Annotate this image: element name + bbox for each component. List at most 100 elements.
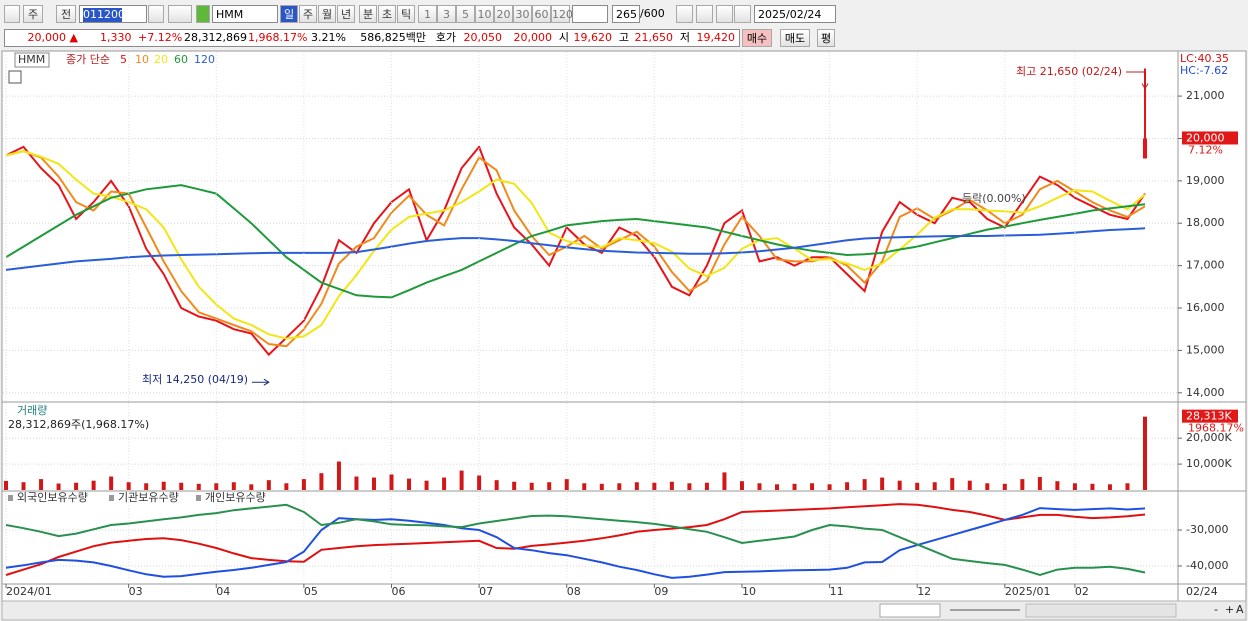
new-icon[interactable] xyxy=(196,5,210,23)
tool-icon[interactable] xyxy=(734,5,751,23)
volume-bar xyxy=(1107,484,1112,490)
volume-bar xyxy=(880,477,885,490)
quote-value: 20,000 ▲ xyxy=(27,31,78,44)
tool-icon[interactable] xyxy=(676,5,693,23)
last-value-label: 28,313K xyxy=(1186,410,1232,423)
x-tick-label: 05 xyxy=(304,585,318,598)
bottom-toolbar xyxy=(1,600,1247,621)
quote-value: +7.12% xyxy=(138,31,183,44)
prev-button[interactable]: 전 xyxy=(56,5,76,23)
interval-button[interactable]: 일 xyxy=(280,5,298,23)
volume-bar xyxy=(1072,483,1077,490)
volume-bar xyxy=(459,470,464,490)
y-tick-label: -30,000 xyxy=(1186,523,1228,536)
x-tick-label: 08 xyxy=(567,585,581,598)
series-line xyxy=(5,150,1146,340)
order-button[interactable]: 매수 xyxy=(742,29,772,47)
interval-button[interactable]: 틱 xyxy=(397,5,415,23)
volume-bar xyxy=(582,483,587,490)
volume-bar xyxy=(915,482,920,490)
quote-value: 저 xyxy=(679,31,690,44)
volume-bar xyxy=(249,484,254,490)
low-arrow-head xyxy=(263,378,270,386)
lc-label: LC:40.35 xyxy=(1180,52,1229,65)
y-tick-label: 17,000 xyxy=(1186,259,1225,272)
low-annotation: 최저 14,250 (04/19) xyxy=(142,373,248,386)
zoom-button[interactable]: - xyxy=(1214,603,1218,616)
series-line xyxy=(5,507,1146,579)
high-arrow xyxy=(1126,71,1146,89)
volume-bar xyxy=(967,480,972,490)
count-button[interactable]: 20 xyxy=(494,5,513,23)
count-button[interactable]: 3 xyxy=(437,5,456,23)
volume-bar xyxy=(91,480,96,490)
quote-value: 고 xyxy=(618,31,629,44)
interval-button[interactable]: 분 xyxy=(359,5,377,23)
x-tick-label: 07 xyxy=(479,585,493,598)
volume-bar xyxy=(932,482,937,490)
volume-bar xyxy=(266,480,271,490)
table-icon[interactable] xyxy=(8,70,22,84)
volume-bar xyxy=(231,482,236,490)
y-tick-label: 10,000K xyxy=(1186,457,1232,470)
volume-bar xyxy=(897,480,902,490)
zoom-button[interactable]: A xyxy=(1236,603,1244,616)
count-select[interactable] xyxy=(572,5,608,23)
legend-entry: 120 xyxy=(194,53,215,66)
sound-icon[interactable] xyxy=(168,5,192,23)
count-button[interactable]: 1 xyxy=(418,5,437,23)
volume-bar xyxy=(722,472,727,490)
count-button[interactable]: 30 xyxy=(513,5,532,23)
volume-bar xyxy=(179,482,184,490)
tool-icon[interactable] xyxy=(716,5,733,23)
x-tick-label: 06 xyxy=(392,585,406,598)
volume-bar xyxy=(56,483,61,490)
period-select[interactable]: 주 xyxy=(23,5,43,23)
count-button[interactable]: 120 xyxy=(551,5,573,23)
legend-entry: 5 xyxy=(120,53,127,66)
date-input[interactable]: 2025/02/24 xyxy=(754,5,836,23)
y-tick-label: 16,000 xyxy=(1186,301,1225,314)
tool-icon[interactable] xyxy=(696,5,713,23)
scroll-buttons[interactable] xyxy=(879,603,941,618)
symbol-box xyxy=(14,52,50,68)
legend-swatch xyxy=(8,495,13,501)
last-value-box xyxy=(1182,131,1238,145)
volume-bar xyxy=(371,477,376,490)
interval-button[interactable]: 초 xyxy=(378,5,396,23)
order-button[interactable]: 매도 xyxy=(780,29,810,47)
menu-icon[interactable] xyxy=(4,5,20,23)
x-tick-label: 11 xyxy=(830,585,844,598)
volume-bar xyxy=(827,484,832,490)
count-button[interactable]: 60 xyxy=(532,5,551,23)
name-input[interactable]: HMM xyxy=(212,5,278,23)
search-icon[interactable] xyxy=(148,5,164,23)
panel-subtitle: 28,312,869주(1,968.17%) xyxy=(8,418,149,431)
x-tick-label: 02 xyxy=(1075,585,1089,598)
volume-bar xyxy=(144,483,149,490)
interval-button[interactable]: 주 xyxy=(299,5,317,23)
volume-bar xyxy=(1125,483,1130,490)
count-button[interactable]: 10 xyxy=(475,5,494,23)
y-tick-label: 18,000 xyxy=(1186,216,1225,229)
code-input[interactable]: 011200 xyxy=(79,5,147,23)
total-count: /600 xyxy=(640,7,665,20)
quote-value: 1,968.17% xyxy=(248,31,308,44)
interval-button[interactable]: 월 xyxy=(318,5,336,23)
volume-bar xyxy=(757,483,762,490)
zoom-button[interactable]: + xyxy=(1225,603,1234,616)
interval-button[interactable]: 년 xyxy=(337,5,355,23)
change-note: 등락(0.00%) xyxy=(962,192,1026,205)
volume-bar xyxy=(1037,477,1042,490)
volume-bar xyxy=(564,479,569,490)
volume-bar xyxy=(39,479,44,490)
shown-count[interactable]: 265 xyxy=(612,5,640,23)
count-button[interactable]: 5 xyxy=(456,5,475,23)
volume-bar xyxy=(109,476,114,490)
last-change-label: 1968.17% xyxy=(1188,422,1244,435)
high-arrow-head xyxy=(1141,83,1149,90)
volume-bar xyxy=(652,482,657,490)
quote-value: 28,312,869 xyxy=(184,31,247,44)
order-button[interactable]: 평 xyxy=(817,29,835,47)
tool-icons[interactable] xyxy=(1025,603,1177,618)
